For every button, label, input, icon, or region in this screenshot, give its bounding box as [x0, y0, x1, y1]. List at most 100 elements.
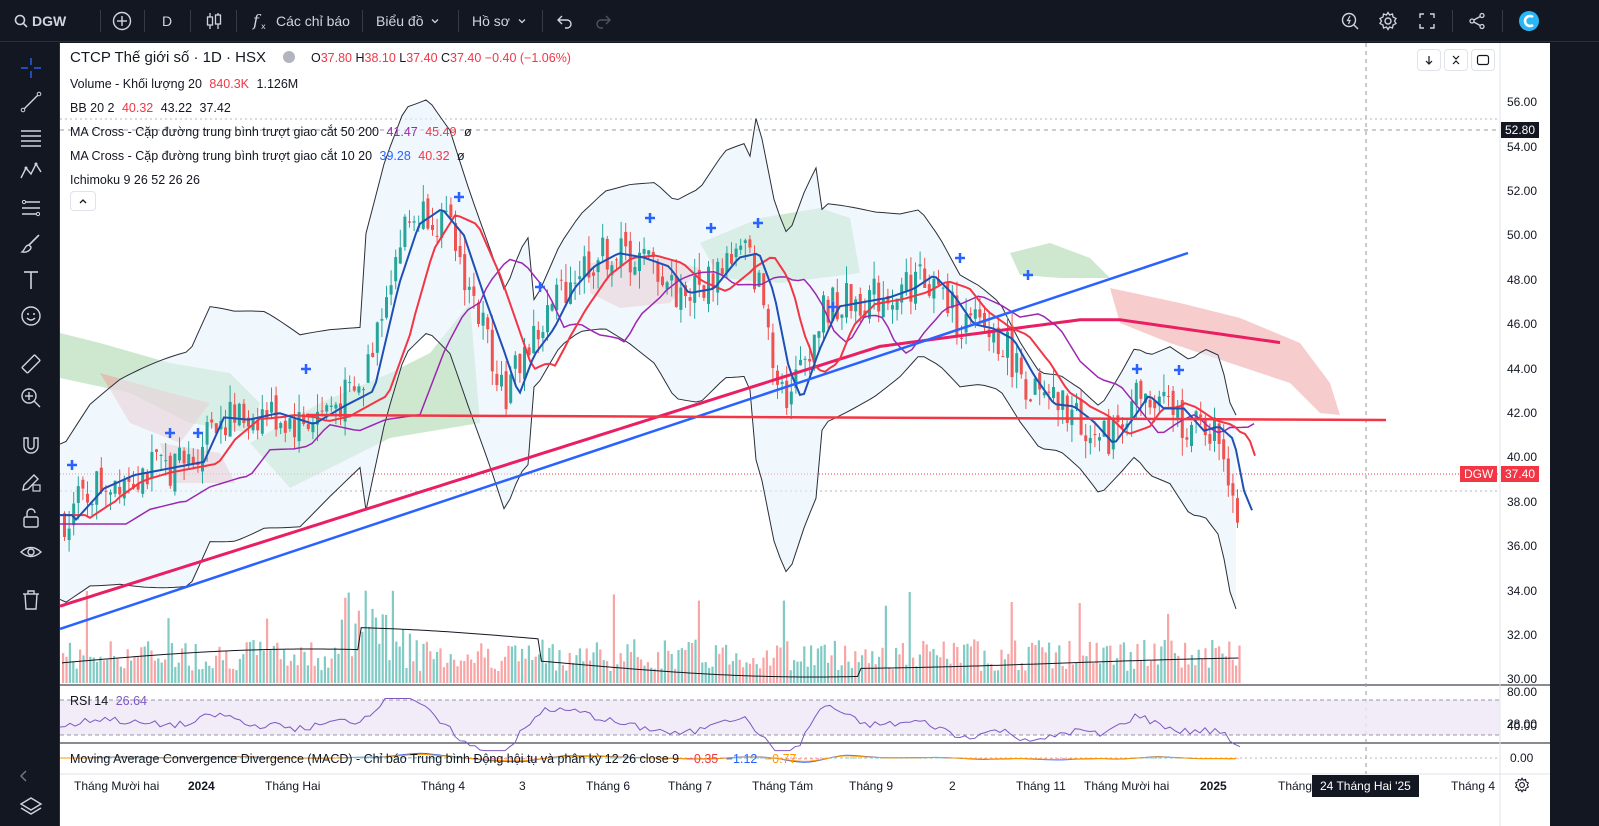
candle-body	[1029, 399, 1032, 402]
text-tool[interactable]	[16, 265, 46, 295]
volume-bar	[905, 664, 908, 683]
macd-histogram-bar	[870, 757, 873, 759]
candle-body	[573, 282, 577, 284]
object-tree-button[interactable]	[16, 791, 46, 821]
compare-button[interactable]	[112, 0, 132, 42]
move-pane-down-button[interactable]	[1417, 49, 1441, 71]
candle-body	[210, 419, 214, 423]
stay-drawing-tool[interactable]	[16, 467, 46, 497]
macd-histogram-bar	[612, 757, 615, 759]
measure-tool[interactable]	[16, 349, 46, 379]
visibility-tool[interactable]	[16, 537, 46, 567]
volume-bar	[1129, 651, 1132, 683]
pattern-tool[interactable]	[16, 157, 46, 187]
rsi-legend[interactable]: RSI 14 26.64	[70, 694, 147, 708]
volume-bar	[1075, 662, 1078, 683]
candle-body	[385, 297, 388, 318]
quick-search-button[interactable]	[1340, 0, 1360, 42]
chart-area[interactable]: CTCP Thế giới số · 1D · HSX O37.80 H38.1…	[60, 43, 1550, 826]
volume-bar	[636, 656, 639, 683]
undo-button[interactable]	[556, 0, 574, 42]
volume-bar	[1221, 653, 1224, 683]
maximize-pane-button[interactable]	[1471, 49, 1495, 71]
fib-tool[interactable]	[16, 123, 46, 153]
high-label: H	[355, 51, 365, 65]
macd-legend[interactable]: Moving Average Convergence Divergence (M…	[70, 752, 797, 766]
magnet-tool[interactable]	[16, 431, 46, 461]
volume-bar	[374, 617, 377, 683]
volume-bar	[572, 662, 575, 683]
candle-body	[868, 290, 871, 319]
bb-label: BB 20 2	[70, 101, 115, 115]
fullscreen-button[interactable]	[1418, 0, 1436, 42]
rsi-band	[60, 700, 1500, 735]
volume-bar	[799, 661, 802, 683]
volume-bar	[378, 643, 381, 683]
redo-button[interactable]	[594, 0, 612, 42]
zoom-tool[interactable]	[16, 383, 46, 413]
bb-upper-value: 43.22	[160, 101, 193, 115]
candle-body	[500, 374, 503, 387]
collapse-legend-button[interactable]	[70, 191, 96, 211]
chart-type-menu[interactable]: Biểu đồ	[376, 0, 441, 42]
profile-menu[interactable]: Hồ sơ	[472, 0, 528, 42]
emoji-tool[interactable]	[16, 301, 46, 331]
volume-bar	[1180, 667, 1183, 683]
volume-bar	[1037, 640, 1040, 683]
crosshair-tool[interactable]	[16, 53, 46, 83]
volume-bar	[167, 618, 170, 683]
macd-signal-value: −0.77	[764, 752, 797, 766]
time-axis-settings-button[interactable]	[1514, 777, 1530, 798]
candle-body	[168, 455, 172, 486]
prediction-tool[interactable]	[16, 193, 46, 223]
volume-bar	[534, 656, 537, 683]
share-button[interactable]	[1468, 0, 1486, 42]
volume-bar	[1112, 664, 1115, 683]
delete-tool[interactable]	[16, 585, 46, 615]
bb-lower-value: 37.42	[199, 101, 231, 115]
bb-legend[interactable]: BB 20 2 40.32 43.22 37.42	[70, 101, 231, 115]
volume-legend[interactable]: Volume - Khối lượng 20 840.3K 1.126M	[70, 77, 298, 91]
time-axis-label: 2025	[1200, 779, 1227, 793]
brush-tool[interactable]	[16, 229, 46, 259]
volume-bar	[143, 646, 146, 683]
ma-cross-10-20-legend[interactable]: MA Cross - Cặp đường trung bình trượt gi…	[70, 149, 465, 163]
trendline-tool[interactable]	[16, 87, 46, 117]
ma-cross-50-200-legend[interactable]: MA Cross - Cặp đường trung bình trượt gi…	[70, 125, 472, 139]
volume-bar	[113, 655, 116, 683]
collapse-sidebar-button[interactable]	[14, 761, 34, 791]
macd-histogram-bar	[834, 757, 837, 759]
symbol-search-button[interactable]: DGW	[14, 0, 66, 42]
settings-button[interactable]	[1378, 0, 1398, 42]
macd-histogram-bar	[984, 758, 987, 759]
candle-body	[1024, 379, 1028, 400]
volume-bar	[293, 654, 296, 683]
volume-bar	[283, 649, 286, 683]
volume-bar	[463, 661, 466, 683]
volume-bar	[136, 656, 139, 683]
price-chart[interactable]	[60, 43, 1550, 826]
interval-button[interactable]: D	[162, 0, 172, 42]
lock-tool[interactable]	[16, 503, 46, 533]
candle-body	[1102, 420, 1106, 437]
trend-line	[60, 251, 1189, 631]
macd-histogram-bar	[1068, 758, 1071, 759]
ichimoku-legend[interactable]: Ichimoku 9 26 52 26 26	[70, 173, 200, 187]
macd-histogram-bar	[408, 757, 411, 759]
candle-body	[1185, 437, 1189, 440]
candle-body	[651, 251, 655, 258]
volume-bar	[674, 668, 677, 683]
volume-bar	[62, 653, 65, 683]
candle-body	[674, 275, 678, 307]
main-series-legend[interactable]: CTCP Thế giới số · 1D · HSX O37.80 H38.1…	[70, 49, 571, 66]
collapse-pane-button[interactable]	[1444, 49, 1468, 71]
macd-histogram-bar	[846, 757, 849, 759]
volume-bar	[629, 651, 632, 683]
time-axis-label: Tháng	[1278, 779, 1313, 793]
volume-bar	[959, 662, 962, 683]
brand-logo-icon	[1519, 11, 1539, 31]
candles-type-button[interactable]	[204, 0, 224, 42]
brand-logo[interactable]	[1518, 0, 1540, 42]
macd-histogram-bar	[516, 758, 519, 760]
